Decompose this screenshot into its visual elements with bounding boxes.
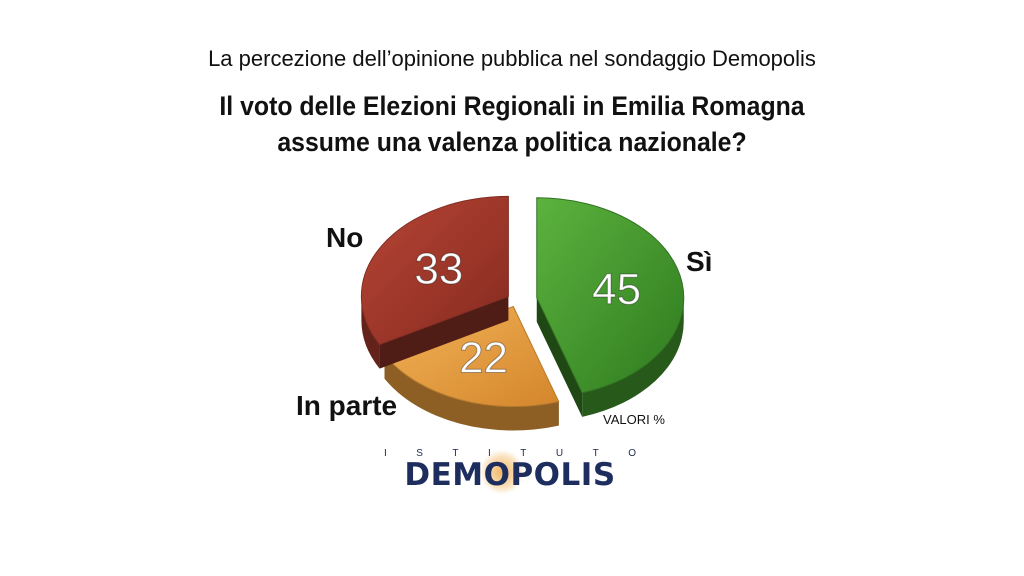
pie-value-in-parte: 22	[459, 334, 508, 383]
pie-value-no: 33	[414, 244, 463, 293]
pie-slice-no	[360, 195, 509, 369]
pie-value-labels: 45 22 33	[414, 244, 642, 383]
logo-name: DEMOPOLIS	[404, 457, 616, 493]
logo-letter: S	[416, 448, 423, 459]
logo-letter: I	[488, 448, 491, 459]
chart-title: Il voto delle Elezioni Regionali in Emil…	[41, 88, 983, 160]
category-label-in-parte: In parte	[296, 390, 398, 421]
logo-letter: T	[452, 448, 459, 459]
pie-slices	[360, 195, 685, 431]
pie-slice-si	[536, 197, 685, 417]
pie-slice-rim	[361, 296, 380, 369]
logo-glow	[480, 450, 524, 494]
logo-letter: U	[555, 448, 564, 459]
values-note: VALORI %	[603, 412, 665, 427]
pie-slice-wall	[536, 297, 583, 417]
pie-slice-top	[383, 305, 560, 407]
pie-value-si: 45	[592, 265, 641, 314]
pie-slice-top	[536, 197, 685, 394]
chart-title-line-1: Il voto delle Elezioni Regionali in Emil…	[219, 91, 805, 121]
pie-slice-rim	[582, 297, 684, 417]
pie-slice-rim	[384, 354, 559, 431]
logo-letter: T	[592, 448, 599, 459]
logo-letter: T	[520, 448, 527, 459]
category-label-no: No	[326, 222, 364, 253]
category-label-si: Sì	[686, 246, 713, 277]
pie-slice-top	[360, 195, 509, 346]
chart-title-line-2: assume una valenza politica nazionale?	[277, 127, 747, 157]
logo-letter: I	[384, 448, 387, 459]
pie-slice-in-parte	[383, 305, 560, 431]
pie-slice-wall	[379, 296, 509, 369]
chart-subtitle: La percezione dell’opinione pubblica nel…	[208, 46, 816, 71]
logo-letter: O	[628, 448, 636, 459]
demopolis-logo: I S T I T U T O DEMOPOLIS	[384, 448, 636, 494]
